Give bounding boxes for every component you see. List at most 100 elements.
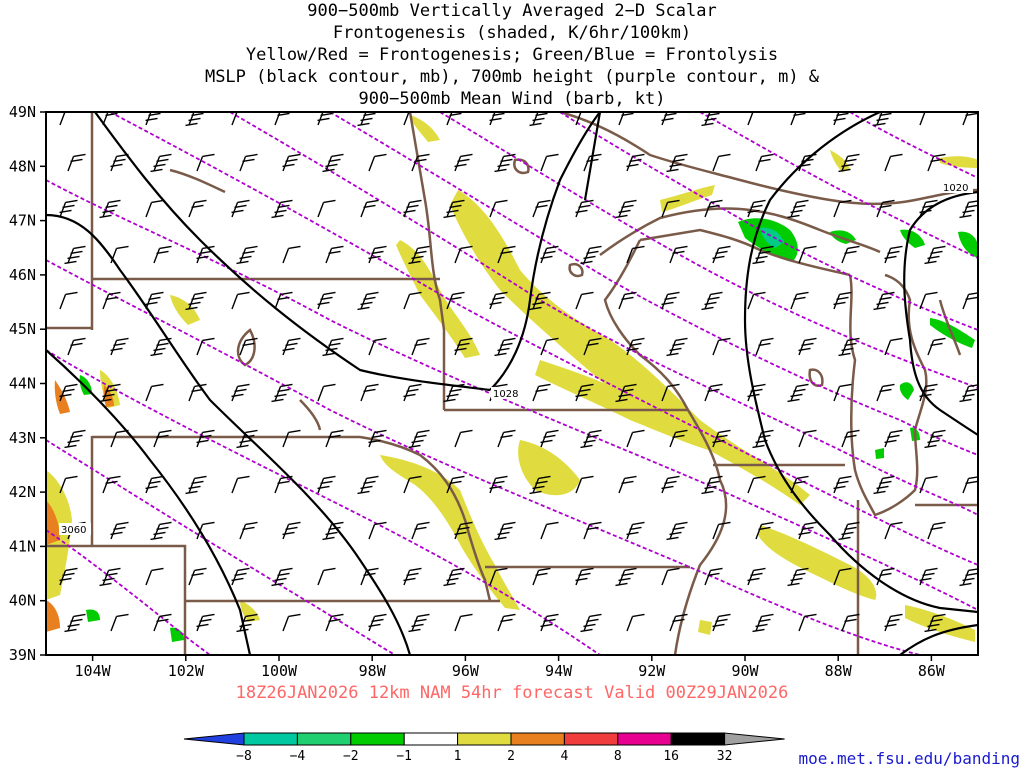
wind-barb (497, 245, 516, 264)
wind-barb (873, 291, 895, 311)
wind-barb (540, 613, 559, 632)
wind-barb (317, 199, 336, 218)
height-contours (46, 112, 978, 655)
wind-barb (575, 383, 594, 402)
wind-barb (282, 153, 301, 172)
wind-barb (927, 153, 946, 172)
wind-barb (231, 383, 250, 402)
wind-barb (99, 567, 121, 587)
wind-barb (626, 613, 645, 632)
wind-barb (153, 429, 172, 448)
wind-barb (798, 429, 817, 448)
wind-barb (282, 337, 301, 356)
height-contour-line (46, 259, 921, 655)
wind-barb (838, 521, 860, 541)
wind-barb (497, 613, 516, 632)
mslp-label-1020: 1020 (943, 183, 968, 194)
wind-barb (368, 613, 387, 632)
wind-barb (497, 429, 516, 448)
height-contour-line (46, 529, 211, 655)
title-line-3: Yellow/Red = Frontogenesis; Green/Blue =… (246, 45, 778, 65)
wind-barb (747, 567, 766, 586)
wind-barb (755, 521, 774, 540)
height-contour-line (46, 439, 396, 655)
wind-barb (59, 567, 78, 586)
longitude-axis: 104W 102W 100W 98W 96W 94W 92W 90W 88W 86W (75, 655, 946, 680)
wind-barb (489, 567, 508, 586)
wind-barb (239, 521, 258, 540)
source-url[interactable]: moe.met.fsu.edu/banding (798, 749, 1020, 768)
title-line-4: MSLP (black contour, mb), 700mb height (… (205, 67, 820, 87)
height-contour-line (699, 112, 978, 259)
wind-barb (626, 153, 645, 172)
wind-barb (924, 245, 946, 265)
height-contour-line (46, 179, 978, 611)
wind-barb (99, 383, 121, 403)
wind-barb (271, 383, 293, 403)
wind-barb (150, 337, 172, 357)
wind-barb (188, 383, 207, 402)
wind-barb (798, 613, 817, 632)
wind-barb (59, 291, 78, 310)
mslp-contour-line (94, 112, 491, 392)
wind-barb (962, 476, 978, 494)
wind-barb (919, 475, 938, 494)
colorbar-segment (670, 732, 726, 746)
colorbar-segment (510, 732, 565, 746)
wind-barb (110, 337, 129, 356)
wind-barb (403, 383, 422, 402)
wind-barb (919, 567, 938, 586)
wind-barb (102, 475, 121, 494)
lat-tick-label: 39N (9, 646, 36, 664)
lon-tick-label: 102W (168, 662, 205, 680)
wind-barb (626, 337, 645, 356)
colorbar-label: 1 (454, 749, 462, 764)
wind-barb (443, 567, 465, 587)
wind-barb (403, 199, 422, 218)
wind-barb (360, 567, 379, 586)
wind-barb (575, 199, 594, 218)
wind-barb (454, 429, 473, 448)
colorbar-segment (724, 732, 785, 746)
wind-barb (188, 199, 207, 218)
wind-barb (580, 613, 602, 633)
wind-barb (236, 613, 258, 633)
wind-barb (790, 475, 809, 494)
wind-barbs (59, 112, 978, 633)
mslp-contours (46, 112, 978, 655)
wind-barb (411, 337, 430, 356)
title-line-2: Frontogenesis (shaded, K/6hr/100km) (333, 23, 691, 43)
wind-barb (357, 475, 379, 495)
mslp-contour-line (46, 213, 412, 655)
wind-barb (271, 199, 293, 219)
wind-barb (540, 429, 559, 448)
wind-barb (153, 613, 172, 632)
wind-barb (489, 199, 508, 218)
wind-barb (145, 291, 164, 310)
colorbar-segment (296, 732, 352, 746)
wind-barb (876, 383, 895, 402)
wind-barb (282, 429, 301, 448)
lat-tick-label: 49N (9, 103, 36, 121)
wind-barb (666, 521, 688, 541)
wind-barb (704, 383, 723, 402)
wind-barb (787, 383, 809, 403)
lat-tick-label: 40N (9, 592, 36, 610)
lon-tick-label: 104W (75, 662, 112, 680)
wind-barb (196, 521, 215, 540)
wind-barb (876, 567, 895, 586)
colorbar-label: −2 (343, 749, 359, 764)
wind-barb (325, 613, 344, 632)
wind-barb (357, 291, 379, 311)
wind-barb (454, 245, 473, 264)
wind-barb (540, 521, 559, 540)
wind-barb (368, 245, 387, 264)
wind-barb (454, 521, 473, 540)
height-label-3060: 3060 (61, 525, 86, 536)
wind-barb (99, 199, 121, 219)
wind-barb (532, 199, 551, 218)
colorbar-segment (617, 732, 672, 746)
wind-barb (322, 337, 344, 357)
wind-barb (325, 429, 344, 448)
